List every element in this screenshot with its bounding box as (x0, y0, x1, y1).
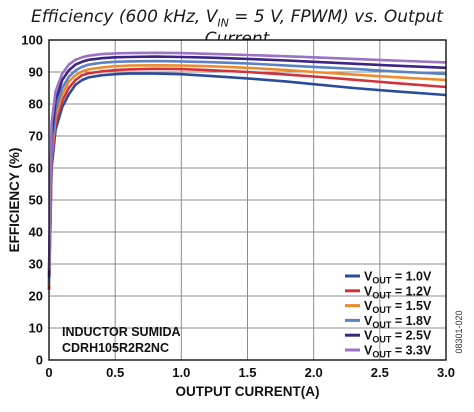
y-tick-label: 10 (29, 321, 43, 336)
y-tick-label: 70 (29, 129, 43, 144)
title-subscript: IN (217, 16, 229, 30)
figure-id: 08301-020 (454, 310, 464, 353)
plot-border (48, 39, 447, 361)
y-tick-label: 0 (36, 353, 43, 368)
y-tick-label: 20 (29, 289, 43, 304)
title-prefix: Efficiency (600 kHz, V (31, 7, 218, 27)
legend-label-3: VOUT = 1.5V (364, 299, 432, 315)
y-tick-label: 80 (29, 97, 43, 112)
annotation-line-2: CDRH105R2R2NC (62, 341, 169, 355)
y-tick-label: 40 (29, 225, 43, 240)
series-line-6 (47, 51, 447, 271)
x-tick-label: 2.0 (305, 365, 323, 380)
series-line-2 (47, 67, 447, 290)
series-line-5 (47, 55, 447, 277)
series-line-1 (47, 72, 447, 290)
x-tick-label: 2.5 (371, 365, 389, 380)
series-line-3 (47, 64, 447, 287)
legend-label-2: VOUT = 1.2V (364, 284, 432, 300)
y-tick-label: 100 (21, 33, 43, 48)
y-axis-label: EFFICIENCY (%) (7, 148, 22, 253)
y-tick-label: 90 (29, 65, 43, 80)
legend-label-1: VOUT = 1.0V (364, 270, 432, 286)
x-tick-label: 3.0 (437, 365, 455, 380)
legend-label-6: VOUT = 3.3V (364, 344, 432, 360)
x-tick-label: 1.5 (238, 365, 256, 380)
x-tick-label: 0.5 (106, 365, 124, 380)
x-axis-label: OUTPUT CURRENT(A) (176, 384, 320, 399)
y-tick-label: 60 (29, 161, 43, 176)
annotation-line-1: INDUCTOR SUMIDA (62, 325, 181, 339)
legend-label-4: VOUT = 1.8V (364, 314, 432, 330)
legend-label-5: VOUT = 2.5V (364, 329, 432, 345)
series-line-4 (47, 59, 447, 284)
y-tick-label: 50 (29, 193, 43, 208)
x-tick-label: 0 (45, 365, 52, 380)
y-tick-label: 30 (29, 257, 43, 272)
x-tick-label: 1.0 (172, 365, 190, 380)
